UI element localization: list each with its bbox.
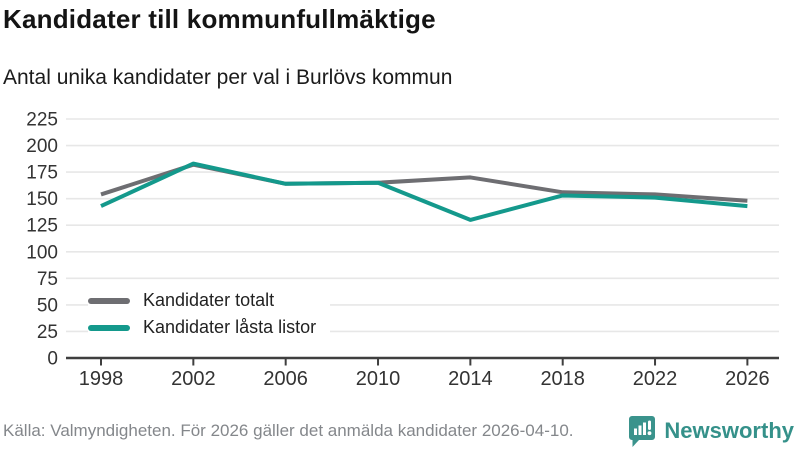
source-note: Källa: Valmyndigheten. För 2026 gäller d… xyxy=(3,421,574,440)
newsworthy-logo[interactable]: Newsworthy xyxy=(628,415,794,448)
legend-label: Kandidater låsta listor xyxy=(143,317,317,337)
legend-item: Kandidater låsta listor xyxy=(88,314,316,341)
newsworthy-wordmark: Newsworthy xyxy=(664,418,794,443)
y-tick-label: 25 xyxy=(37,322,58,343)
y-tick-label: 200 xyxy=(26,136,58,157)
legend-swatch xyxy=(88,297,130,304)
x-tick-label: 2002 xyxy=(171,368,216,390)
x-tick-label: 2018 xyxy=(540,368,585,390)
y-tick-label: 150 xyxy=(26,189,58,210)
newsworthy-icon xyxy=(629,415,656,447)
x-tick-label: 1998 xyxy=(79,368,124,390)
chart-legend: Kandidater totalt Kandidater låsta listor xyxy=(88,287,331,341)
series-line xyxy=(100,162,748,203)
y-tick-label: 225 xyxy=(26,110,58,131)
x-tick-label: 2026 xyxy=(725,368,770,390)
x-tick-label: 2014 xyxy=(448,368,493,390)
legend-swatch xyxy=(88,324,130,331)
y-tick-label: 75 xyxy=(37,269,58,290)
y-tick-label: 0 xyxy=(47,349,58,370)
y-tick-label: 50 xyxy=(37,295,58,316)
x-tick-label: 2010 xyxy=(356,368,401,390)
legend-item: Kandidater totalt xyxy=(88,287,316,314)
x-tick-label: 2022 xyxy=(633,368,678,390)
footer: Källa: Valmyndigheten. För 2026 gäller d… xyxy=(0,412,800,450)
page-title: Kandidater till kommunfullmäktige xyxy=(3,4,436,34)
x-tick-label: 2006 xyxy=(263,368,308,390)
line-chart: 0 25 50 75 100 125 150 175 200 225 1998 2002 2006 201… xyxy=(0,100,800,400)
y-tick-label: 175 xyxy=(26,163,58,184)
y-tick-label: 125 xyxy=(26,216,58,237)
chart-canvas: 0 25 50 75 100 125 150 175 200 225 1998 2002 2006 201… xyxy=(26,110,779,390)
chart-subtitle: Antal unika kandidater per val i Burlövs… xyxy=(3,66,453,89)
y-tick-label: 100 xyxy=(26,242,58,263)
legend-label: Kandidater totalt xyxy=(143,290,275,310)
series-line xyxy=(100,161,748,222)
